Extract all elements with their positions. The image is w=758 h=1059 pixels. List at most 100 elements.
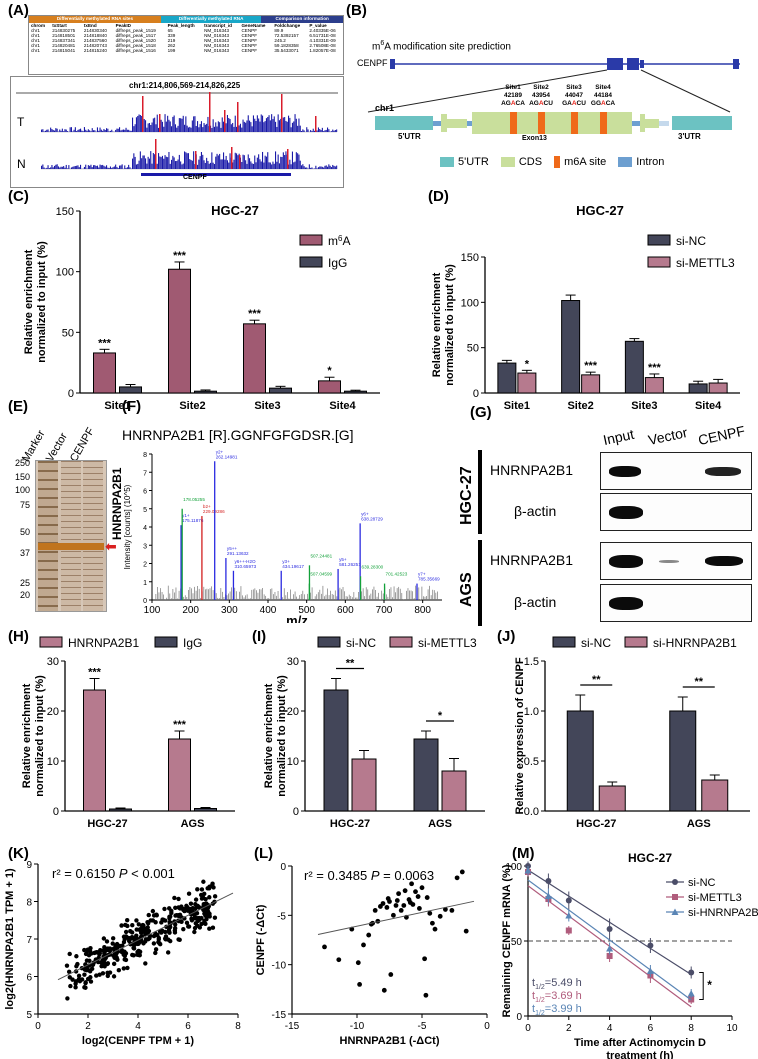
y-tick-label: 8 [143,452,147,459]
legend-swatch [552,636,576,648]
coverage-bar [281,157,283,169]
coverage-bar [268,162,270,169]
coverage-bar [125,168,127,169]
y-tick-label: 50 [511,937,523,948]
bar [441,770,467,812]
peak-bar [159,114,161,132]
scatter-point [153,947,159,952]
coverage-bar [167,157,169,169]
coverage-bar [185,152,187,169]
x-tick-label: Site4 [329,400,356,412]
coverage-bar [328,129,330,132]
peak-label-line: 507.04599 [310,572,332,577]
y-tick-label: 7 [143,470,147,477]
coverage-bar [219,153,221,169]
coverage-bar [298,154,300,169]
y-tick-label: 5 [143,507,147,514]
y-axis-label: Intensity [counts] (10^5) [123,484,132,569]
half-life-value: =3.99 h [545,1003,582,1015]
coverage-bar [181,164,183,169]
coverage-bar [203,123,205,132]
legend-label: HNRNPA2B1 [68,636,139,650]
coverage-bar [237,155,239,169]
y-axis-label-group: Relative enrichment normalized to input (… [263,675,288,797]
coverage-bar [189,126,191,132]
coverage-bar [323,167,325,169]
coverage-bar [80,128,82,132]
coverage-bar [125,127,127,132]
bar [708,382,728,394]
coverage-bar [199,124,201,132]
coverage-bar [232,122,234,132]
coverage-bar [278,163,280,169]
coverage-bar [61,128,63,132]
coverage-bar [77,129,79,132]
coverage-bar [234,115,236,132]
coverage-bar [243,121,245,132]
stats-label: r² = 0.6150 P < 0.001 [52,866,175,881]
coverage-bar [156,163,158,169]
peak-label-line: y7+ [418,572,426,577]
panel-c-label: (C) [8,188,29,205]
scatter-point [417,906,422,911]
scatter-point [188,901,194,906]
stats-label: r² = 0.3485 P = 0.0063 [304,868,434,883]
header-diff: Differentially methylated RNA [160,16,262,23]
bar [517,372,537,394]
g-cell-ags: AGS [458,572,475,607]
peak-label: 639.28300 [362,564,384,569]
scatter-point [166,906,172,911]
coverage-bar [284,117,286,132]
coverage-bar [177,125,179,132]
y-tick-label: 10 [287,756,299,768]
scatter-point [136,922,141,927]
coverage-bar [295,118,297,132]
blot-ags-actin [600,584,752,622]
scatter-point [88,979,94,984]
coverage-bar [245,160,247,169]
coverage-bar [137,115,139,132]
coverage-bar [324,165,326,169]
y-axis-label-group: Intensity [counts] (10^5) [123,484,132,569]
scatter-point [165,950,171,955]
coverage-bar [334,166,336,169]
table-cell: chr1 [31,43,40,48]
coverage-bar [199,156,201,169]
coverage-bar [252,115,254,132]
panel-a-label: (A) [8,2,29,19]
x-tick-label: Site2 [179,400,205,412]
scatter-point [79,977,85,982]
coverage-bar [280,156,282,169]
x-tick-label: 10 [726,1023,738,1034]
coverage-bar [50,127,52,132]
coverage-bar [143,155,145,169]
coverage-bar [226,114,228,132]
half-life-value: =5.49 h [545,977,582,989]
significance-label: *** [173,250,187,262]
coverage-bar [247,115,249,132]
peak-bar [195,151,197,169]
peak-label-line: y5++ [227,546,238,551]
coverage-bar [132,158,134,169]
x-axis-label: Time after Actinomycin D [574,1037,706,1049]
coverage-bar [43,167,45,169]
legend-utr: 5'UTR [440,156,489,168]
coverage-bar [276,161,278,169]
x-tick-label: 600 [337,605,354,616]
coverage-bar [272,161,274,169]
y-tick-label: 50 [62,327,74,339]
coverage-bar [72,131,74,132]
x-tick-label: 4 [607,1023,613,1034]
table-cell: 214837560 [83,38,107,43]
peak-label: 507.24481 [310,553,332,558]
coverage-bar [320,130,322,132]
bar [168,268,191,394]
peak-label: y1+ 175.11876 [182,513,204,523]
coverage-bar [60,166,62,169]
y-axis-label: normalized to input (%) [276,675,288,797]
coverage-bar [232,162,234,169]
coverage-bar [107,128,109,132]
coverage-bar [333,165,335,169]
legend-label: si-HNRNPA2B1 [653,636,737,650]
scatter-point [136,941,141,946]
